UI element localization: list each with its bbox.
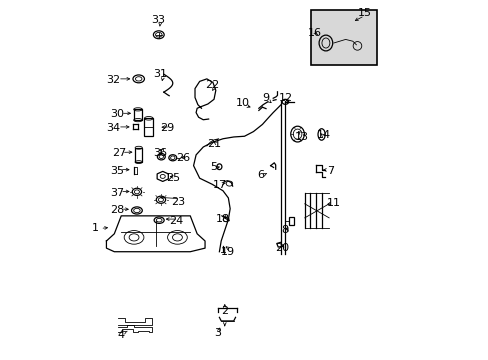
Text: 2: 2 [221, 306, 228, 316]
Text: 4: 4 [117, 330, 124, 340]
Text: 15: 15 [357, 8, 371, 18]
Text: 31: 31 [153, 69, 167, 79]
Text: 23: 23 [171, 197, 185, 207]
Text: 33: 33 [151, 15, 165, 26]
Text: 8: 8 [281, 225, 287, 235]
Text: 17: 17 [212, 180, 226, 190]
Text: 19: 19 [221, 247, 235, 257]
Text: 34: 34 [106, 123, 121, 133]
Text: 22: 22 [204, 80, 219, 90]
Text: 7: 7 [326, 166, 333, 176]
Text: 28: 28 [110, 206, 124, 216]
Text: 37: 37 [110, 188, 124, 198]
Text: 12: 12 [278, 93, 292, 103]
Text: 16: 16 [307, 28, 321, 38]
Text: 32: 32 [106, 75, 121, 85]
Text: 5: 5 [210, 162, 217, 172]
Text: 29: 29 [160, 123, 174, 133]
Bar [144, 118, 153, 136]
Text: 3: 3 [214, 328, 221, 338]
Bar [135, 148, 142, 162]
Text: 30: 30 [110, 109, 124, 119]
Text: 25: 25 [165, 173, 180, 183]
Text: 18: 18 [216, 215, 229, 224]
Text: 14: 14 [316, 130, 330, 140]
Text: 11: 11 [326, 198, 341, 208]
Text: 24: 24 [169, 216, 183, 226]
Text: 26: 26 [176, 153, 190, 163]
Text: 36: 36 [153, 148, 167, 158]
Text: 20: 20 [275, 243, 288, 253]
Text: 27: 27 [112, 148, 126, 158]
Text: 13: 13 [294, 132, 308, 142]
Text: 6: 6 [257, 170, 264, 180]
Bar [288, 217, 294, 225]
Text: 9: 9 [262, 93, 269, 103]
Text: 35: 35 [110, 166, 124, 176]
Text: 21: 21 [206, 139, 221, 149]
Text: 10: 10 [235, 98, 249, 108]
Text: 1: 1 [92, 224, 99, 233]
Bar [310, 10, 376, 65]
Bar [133, 109, 142, 120]
